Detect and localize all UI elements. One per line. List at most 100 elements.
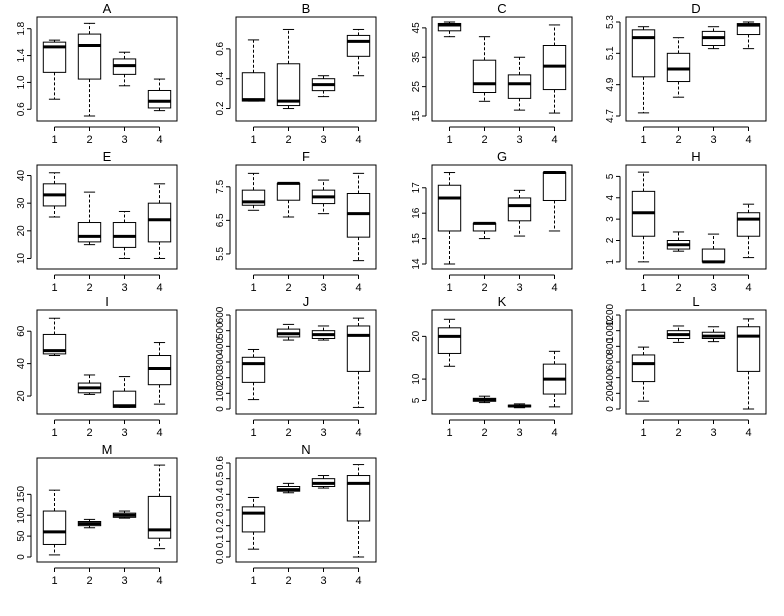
y-tick-label: 200 <box>215 369 226 386</box>
y-tick-label: 0.2 <box>215 101 226 115</box>
x-tick-label: 2 <box>481 134 487 146</box>
x-tick-label: 2 <box>86 134 92 146</box>
y-tick-label: 0.1 <box>215 534 226 548</box>
x-tick-label: 3 <box>121 134 127 146</box>
panel-title: F <box>302 149 310 164</box>
y-tick-label: 200 <box>605 385 616 402</box>
y-tick-label: 0.3 <box>215 503 226 517</box>
box-2 <box>77 191 102 246</box>
panel-n: N 0.0 0.1 0.20.3 0.4 0.50.6 1 2 3 4 <box>215 442 377 587</box>
plot-frame <box>625 309 767 415</box>
box-4 <box>346 464 371 558</box>
x-tick-label: 2 <box>285 427 291 439</box>
y-tick-label: 1.0 <box>16 75 27 89</box>
plot-frame <box>36 16 178 122</box>
box-4 <box>736 318 761 410</box>
x-tick-label: 4 <box>551 282 557 294</box>
y-tick-label: 1200 <box>605 303 616 326</box>
iqr-box <box>346 325 371 372</box>
x-tick-label: 4 <box>551 134 557 146</box>
panel-title: A <box>103 1 112 16</box>
y-tick-label: 4.7 <box>605 109 616 123</box>
y-tick-label: 400 <box>215 338 226 355</box>
plot-frame <box>625 16 767 122</box>
box-4 <box>736 203 761 259</box>
panel-g: G 14 15 16 17 1 2 3 4 <box>411 149 573 294</box>
box-4 <box>346 172 371 262</box>
plot-frame <box>625 164 767 270</box>
plot-frame <box>431 309 573 415</box>
x-tick-label: 3 <box>121 575 127 587</box>
y-tick-label: 0.5 <box>215 471 226 485</box>
x-tick-label: 2 <box>86 282 92 294</box>
iqr-box <box>472 59 497 93</box>
plot-frame <box>431 16 573 122</box>
y-tick-label: 40 <box>16 358 27 370</box>
panel-title: L <box>692 294 699 309</box>
panel-title: K <box>498 294 507 309</box>
x-tick-label: 3 <box>320 282 326 294</box>
box-1 <box>241 348 266 401</box>
x-tick-label: 2 <box>86 575 92 587</box>
iqr-box <box>346 475 371 522</box>
panel-e: E 10 20 30 40 1 2 3 4 <box>16 149 178 294</box>
box-1 <box>42 39 67 100</box>
y-tick-label: 7.5 <box>215 179 226 193</box>
box-1 <box>42 489 67 556</box>
iqr-box <box>42 41 67 73</box>
box-1 <box>241 496 266 550</box>
y-tick-label: 2 <box>605 237 616 243</box>
y-tick-label: 0 <box>605 406 616 412</box>
box-2 <box>472 36 497 102</box>
box-2 <box>666 325 691 343</box>
box-2 <box>77 374 102 395</box>
y-tick-label: 35 <box>411 51 422 63</box>
iqr-box <box>77 222 102 243</box>
y-tick-label: 300 <box>215 353 226 370</box>
x-tick-label: 1 <box>51 282 57 294</box>
x-tick-label: 2 <box>86 427 92 439</box>
box-3 <box>507 403 532 409</box>
y-tick-label: 0 <box>16 554 27 560</box>
y-tick-label: 16 <box>411 207 422 219</box>
x-tick-label: 1 <box>640 134 646 146</box>
x-tick-label: 3 <box>121 427 127 439</box>
box-1 <box>437 172 462 265</box>
x-tick-label: 3 <box>516 427 522 439</box>
x-tick-label: 4 <box>355 427 361 439</box>
iqr-box <box>437 184 462 232</box>
box-2 <box>276 181 301 218</box>
panel-f: F 5.5 6.5 7.5 1 2 3 4 <box>215 149 377 294</box>
x-tick-label: 3 <box>320 575 326 587</box>
panel-title: N <box>301 442 310 457</box>
plot-frame <box>36 309 178 415</box>
iqr-box <box>77 33 102 80</box>
x-tick-label: 2 <box>285 134 291 146</box>
panel-title: D <box>691 1 700 16</box>
iqr-box <box>736 326 761 372</box>
iqr-box <box>701 248 726 263</box>
x-tick-label: 1 <box>640 282 646 294</box>
x-tick-label: 1 <box>51 427 57 439</box>
panel-title: J <box>303 294 310 309</box>
box-3 <box>311 475 336 489</box>
box-4 <box>346 28 371 77</box>
panel-title: M <box>102 442 113 457</box>
panel-title: C <box>497 1 506 16</box>
y-tick-label: 600 <box>605 353 616 370</box>
x-tick-label: 2 <box>481 427 487 439</box>
box-3 <box>507 189 532 237</box>
x-tick-label: 3 <box>320 134 326 146</box>
x-tick-label: 4 <box>355 575 361 587</box>
y-tick-label: 150 <box>16 486 27 503</box>
iqr-box <box>42 333 67 355</box>
y-tick-label: 6.5 <box>215 213 226 227</box>
y-tick-label: 0.4 <box>215 71 226 85</box>
box-1 <box>241 172 266 211</box>
y-tick-label: 0.4 <box>215 487 226 501</box>
box-3 <box>311 75 336 98</box>
x-tick-label: 2 <box>481 282 487 294</box>
panel-k: K 5 10 20 1 2 3 4 <box>411 294 573 439</box>
x-tick-label: 2 <box>675 427 681 439</box>
